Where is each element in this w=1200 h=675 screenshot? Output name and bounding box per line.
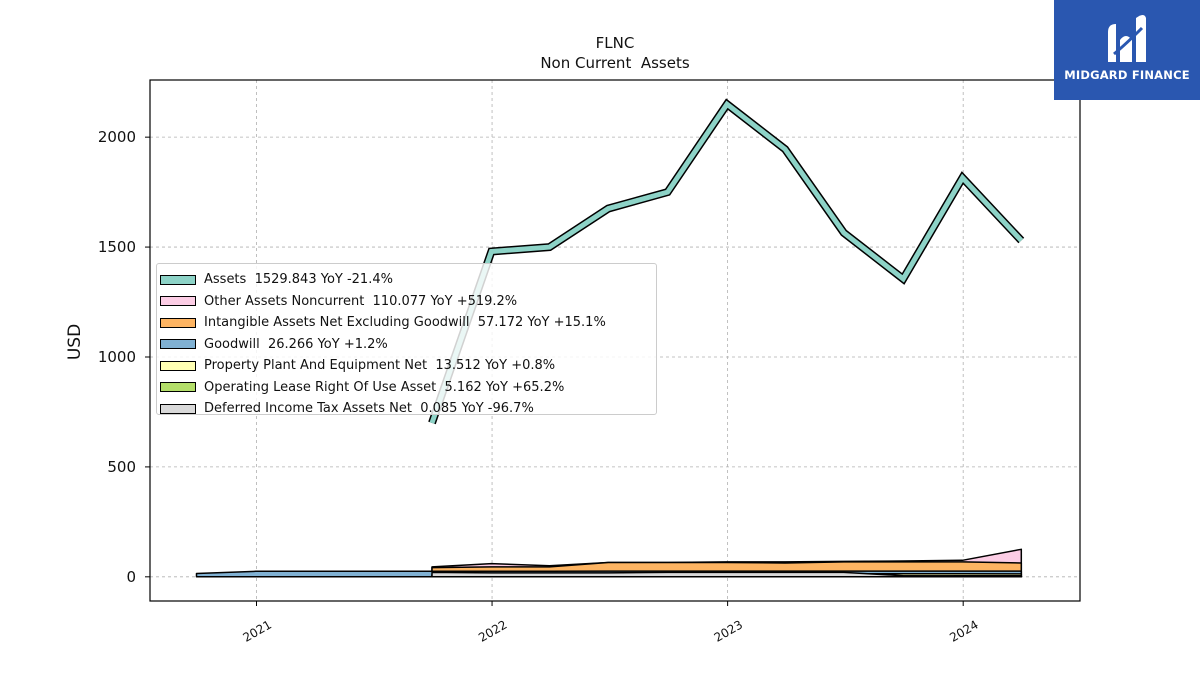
brand-logo: MIDGARD FINANCE	[1054, 0, 1200, 100]
series-area-deferred-income-tax-assets-net	[431, 571, 1023, 578]
y-tick-label: 1000	[98, 348, 136, 366]
legend-swatch	[160, 339, 196, 350]
legend-swatch	[160, 382, 196, 393]
x-tick-label: 2024	[947, 617, 980, 644]
y-tick-label: 1500	[98, 238, 136, 256]
plot-area	[195, 98, 1025, 578]
brand-name: MIDGARD FINANCE	[1064, 68, 1190, 82]
legend-swatch	[160, 274, 196, 285]
series-line-assets	[429, 100, 1024, 424]
legend-item: Goodwill 26.266 YoY +1.2%	[160, 334, 656, 356]
legend-swatch	[160, 403, 196, 414]
legend-item: Property Plant And Equipment Net 13.512 …	[160, 355, 656, 377]
y-tick-label: 500	[107, 458, 136, 476]
legend-item: Operating Lease Right Of Use Asset 5.162…	[160, 377, 656, 399]
legend-swatch	[160, 360, 196, 371]
legend: Assets 1529.843 YoY -21.4% Other Assets N…	[156, 263, 657, 416]
legend-item: Deferred Income Tax Assets Net 0.085 YoY…	[160, 398, 656, 420]
midgard-logo-icon	[1108, 15, 1146, 62]
plot-frame	[149, 79, 1081, 602]
legend-label: Goodwill 26.266 YoY +1.2%	[204, 336, 388, 352]
chart-subtitle: Non Current Assets	[540, 54, 690, 72]
legend-swatch	[160, 317, 196, 328]
legend-swatch	[160, 296, 196, 307]
y-tick-label: 2000	[98, 128, 136, 146]
chart-title: FLNC	[596, 34, 635, 52]
y-tick-label: 0	[126, 568, 136, 586]
legend-label: Deferred Income Tax Assets Net 0.085 YoY…	[204, 401, 534, 417]
legend-item: Other Assets Noncurrent 110.077 YoY +519…	[160, 291, 656, 313]
legend-label: Assets 1529.843 YoY -21.4%	[204, 272, 393, 288]
x-tick-label: 2023	[712, 617, 745, 644]
legend-label: Intangible Assets Net Excluding Goodwill…	[204, 315, 606, 331]
y-axis-label: USD	[65, 324, 85, 360]
legend-label: Property Plant And Equipment Net 13.512 …	[204, 358, 556, 374]
x-tick-label: 2022	[476, 617, 509, 644]
x-tick-label: 2021	[241, 617, 274, 644]
legend-item: Assets 1529.843 YoY -21.4%	[160, 269, 656, 291]
legend-label: Other Assets Noncurrent 110.077 YoY +519…	[204, 293, 518, 309]
legend-label: Operating Lease Right Of Use Asset 5.162…	[204, 379, 565, 395]
legend-item: Intangible Assets Net Excluding Goodwill…	[160, 312, 656, 334]
